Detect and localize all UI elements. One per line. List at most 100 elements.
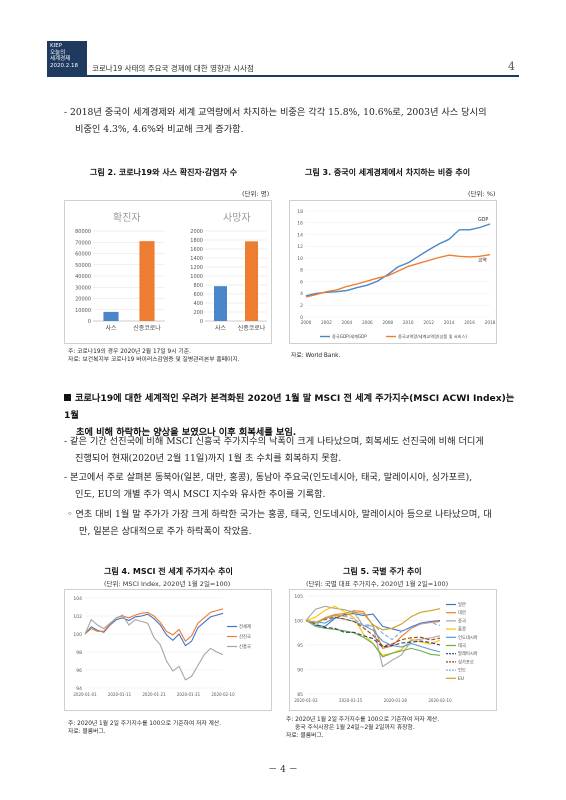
series-line <box>305 616 441 647</box>
fig5-note-line: 중국 주식시장은 1월 24일~2월 2일까지 휴장함. <box>295 725 415 732</box>
fig5-note: 주: 2020년 1월 2일 주가지수를 100으로 기준하여 저자 계산. 중… <box>286 716 439 741</box>
header-divider <box>47 75 519 77</box>
x-tick-label: 2020-01-01 <box>73 692 97 697</box>
legend-label: 인도네시아 <box>458 634 478 641</box>
paragraph-line: 진행되어 현재(2020년 2월 11일)까지 1월 초 수치를 회복하지 못함… <box>75 453 342 464</box>
x-tick-label: 2016 <box>464 320 475 325</box>
fig5-chart: 85 90 95 100 105 2020-01-02 2020-01-15 2020-01-… <box>289 589 497 711</box>
fig4-title: 그림 4. MSCI 전 세계 주가지수 추이 <box>104 567 233 576</box>
legend-label: EU <box>458 676 464 682</box>
x-tick-label: 2010 <box>403 320 414 325</box>
x-tick-label: 2020-01-15 <box>339 698 363 703</box>
panel-title: 확진자 <box>113 212 141 224</box>
header-title: 코로나19 사태의 주요국 경제에 대한 영향과 시사점 <box>92 64 254 73</box>
paragraph-line: ◦ 연초 대비 1월 말 주가가 가장 크게 하락한 국가는 홍콩, 태국, 인… <box>67 509 492 520</box>
square-bullet-icon <box>64 394 71 401</box>
legend-label: 중국 <box>458 618 466 624</box>
series-line <box>305 223 491 297</box>
y-tick-label: 800 <box>193 283 203 289</box>
x-tick-label: 2020-01-21 <box>142 692 166 697</box>
fig5-source-line: 자료: 블룸버그. <box>286 733 324 740</box>
series-end-label: GDP <box>478 217 488 223</box>
fig3-chart: 0 2 4 6 8 10 12 14 16 18 2000 2002 2004 2006 2008 2010 2… <box>289 200 497 344</box>
x-tick-label: 2002 <box>321 320 332 325</box>
y-tick-label: 0 <box>88 319 91 325</box>
y-tick-label: 80000 <box>75 229 91 235</box>
paragraph-line: 인도, EU의 개별 주가 역시 MSCI 지수와 유사한 추이를 기록함. <box>75 489 326 500</box>
paragraph-regional-stocks: - 본고에서 주로 살펴본 동북아(일본, 대만, 홍콩), 동남아 주요국(인… <box>64 469 522 503</box>
paragraph-line: - 2018년 중국이 세계경제와 세계 교역량에서 차지하는 비중은 각각 1… <box>64 107 487 118</box>
fig5-unit: (단위: 국별 대표 주가지수, 2020년 1월 2일=100) <box>306 580 449 588</box>
x-tick-label: 2020-02-10 <box>428 698 452 703</box>
panel-title: 사망자 <box>223 212 251 224</box>
legend-label: 홍콩 <box>458 626 466 633</box>
series-line <box>305 613 441 632</box>
y-tick-label: 2 <box>300 303 303 309</box>
series-line <box>305 253 491 298</box>
fig4-source-line: 자료: 블룸버그. <box>68 729 106 736</box>
legend-label: 싱가포르 <box>458 658 474 665</box>
fig2-svg: 확진자0100002000030000400005000060000700008… <box>75 212 267 332</box>
y-tick-label: 18 <box>297 209 303 215</box>
y-tick-label: 100 <box>73 632 82 638</box>
y-tick-label: 1400 <box>190 256 203 262</box>
y-tick-label: 10 <box>297 256 303 262</box>
fig2-title: 그림 2. 코로나19와 사스 확진자·감염자 수 <box>90 168 238 177</box>
y-tick-label: 10000 <box>75 308 91 314</box>
y-tick-label: 200 <box>193 310 203 316</box>
y-tick-label: 90 <box>297 667 303 673</box>
y-tick-label: 14 <box>297 232 303 238</box>
y-tick-label: 94 <box>76 686 82 692</box>
y-tick-label: 100 <box>294 618 303 624</box>
legend-label: 신흥국 <box>239 643 251 650</box>
fig3-source: 자료: World Bank. <box>291 353 341 359</box>
y-tick-label: 0 <box>200 319 203 325</box>
badge-line-2: 오늘의 <box>50 49 66 56</box>
y-tick-label: 8 <box>300 268 303 274</box>
bar <box>139 241 155 321</box>
bullet-line: 코로나19에 대한 세계적인 우려가 본격화된 2020년 1월 말 MSCI … <box>64 393 515 421</box>
x-tick-label: 2020-01-11 <box>108 692 132 697</box>
fig3-title: 그림 3. 중국이 세계경제에서 차지하는 비중 추이 <box>305 168 471 177</box>
series-line <box>305 608 441 631</box>
paragraph-largest-decline: ◦ 연초 대비 1월 말 주가가 가장 크게 하락한 국가는 홍콩, 태국, 인… <box>67 506 522 540</box>
x-tick-label: 사스 <box>215 324 227 332</box>
series-line <box>84 612 224 647</box>
paragraph-emerging-markets: - 같은 기간 선진국에 비해 MSCI 신흥국 주가지수의 낙폭이 크게 나타… <box>64 433 522 467</box>
y-tick-label: 600 <box>193 292 203 298</box>
legend-label: 말레이시아 <box>458 650 478 657</box>
fig5-svg: 85 90 95 100 105 2020-01-02 2020-01-15 2020-01-… <box>294 594 478 703</box>
legend-label: 인도 <box>458 667 466 674</box>
y-tick-label: 1800 <box>190 238 203 244</box>
y-tick-label: 12 <box>297 244 303 250</box>
y-tick-label: 40000 <box>75 274 91 280</box>
y-tick-label: 105 <box>294 594 303 600</box>
y-tick-label: 60000 <box>75 252 91 258</box>
bar <box>244 241 259 321</box>
y-tick-label: 95 <box>297 643 303 649</box>
header-page-number: 4 <box>508 60 515 73</box>
bar <box>103 311 119 321</box>
y-tick-label: 1200 <box>190 265 203 271</box>
fig3-svg: 0 2 4 6 8 10 12 14 16 18 2000 2002 2004 2006 2008 2010 2… <box>297 209 495 340</box>
y-tick-label: 102 <box>73 614 82 620</box>
x-tick-label: 2020-01-31 <box>177 692 201 697</box>
y-tick-label: 85 <box>297 692 303 698</box>
fig4-note-line: 주: 2020년 1월 2일 주가지수를 100으로 기준하여 저자 계산. <box>68 721 222 727</box>
bullet-line: 초에 비해 하락하는 양상을 보였으나 이후 회복세를 보임. <box>76 427 297 438</box>
badge-line-3: 세계경제 <box>50 56 71 63</box>
y-tick-label: 1600 <box>190 247 203 253</box>
x-tick-label: 신종코로나 <box>238 324 266 332</box>
fig4-unit: (단위: MSCI Index, 2020년 1월 2일=100) <box>104 580 231 588</box>
x-tick-label: 2000 <box>301 320 312 325</box>
legend-label: 중국GDP/세계GDP <box>332 333 367 340</box>
series-line <box>84 608 224 643</box>
y-tick-label: 1000 <box>190 274 203 280</box>
fig5-note-line: 주: 2020년 1월 2일 주가지수를 100으로 기준하여 저자 계산. <box>286 717 440 723</box>
y-tick-label: 50000 <box>75 263 91 269</box>
fig2-note-line: 주: 코로나19의 경우 2020년 2월 17일 9시 기준. <box>68 349 191 355</box>
fig3-unit: (단위: %) <box>468 190 496 198</box>
badge-line-4: 2020.2.18 <box>50 62 78 69</box>
fig2-note: 주: 코로나19의 경우 2020년 2월 17일 9시 기준. 자료: 보건복… <box>68 348 240 364</box>
y-tick-label: 96 <box>76 668 82 674</box>
